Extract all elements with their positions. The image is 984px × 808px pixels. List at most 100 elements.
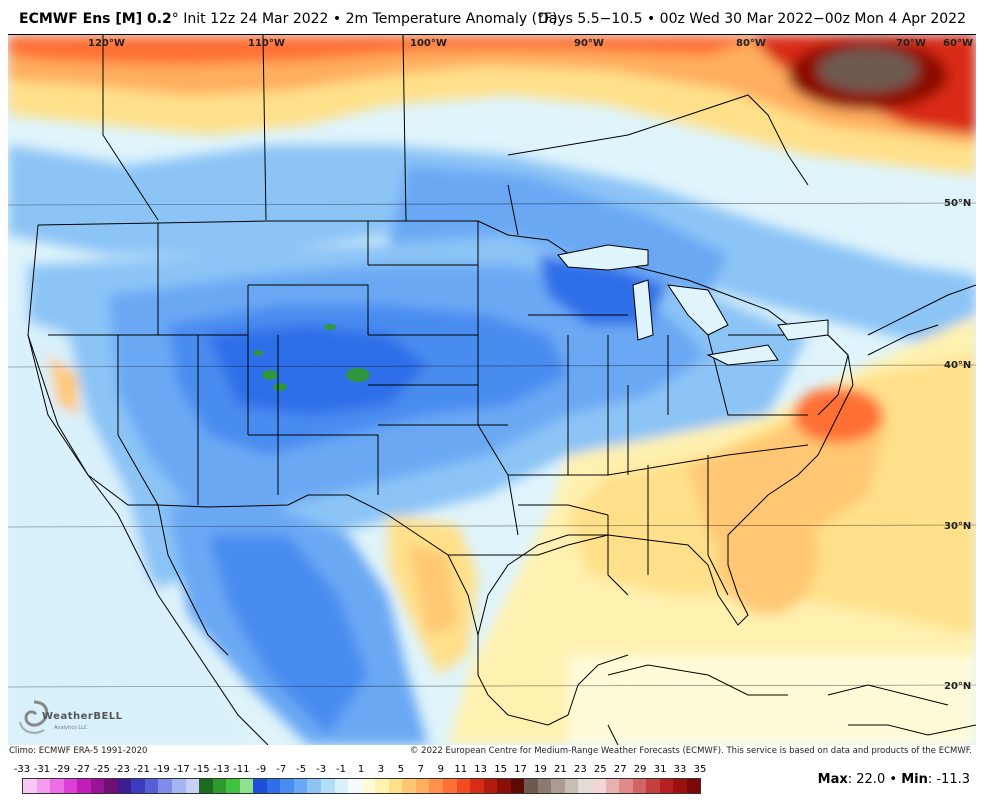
scale-swatch <box>104 779 118 793</box>
scale-swatch <box>510 779 525 793</box>
scale-swatch <box>415 779 430 793</box>
scale-tick-label: 23 <box>573 764 587 775</box>
scale-tick-label: -15 <box>193 764 210 775</box>
scale-swatch <box>334 779 349 793</box>
scale-tick-label: -3 <box>316 764 327 775</box>
lon-label: 120°W <box>88 38 125 49</box>
scale-swatch <box>429 779 443 793</box>
scale-swatch <box>50 779 64 793</box>
scale-tick-label: 13 <box>474 764 488 775</box>
weatherbell-logo: WeatherBELL Analytics LLC <box>14 698 122 738</box>
scale-swatch <box>375 779 389 793</box>
scale-tick-label: -1 <box>336 764 347 775</box>
scale-swatch <box>578 779 592 793</box>
scale-tick-label: -19 <box>153 764 170 775</box>
scale-tick-label: 29 <box>633 764 647 775</box>
scale-swatch <box>172 779 186 793</box>
lon-label: 70°W <box>896 38 926 49</box>
scale-swatch <box>199 779 213 793</box>
scale-tick-label: 19 <box>534 764 547 775</box>
scale-tick-label: 27 <box>613 764 627 775</box>
scale-tick-label: 31 <box>653 764 667 775</box>
scale-swatch <box>226 779 240 793</box>
scale-swatch <box>483 779 498 793</box>
scale-swatch <box>185 779 200 793</box>
scale-tick-label: -25 <box>93 764 110 775</box>
lon-label: 60°W <box>943 38 973 49</box>
scale-swatch <box>361 779 376 793</box>
scale-swatch <box>591 779 606 793</box>
scale-swatch <box>537 779 552 793</box>
copyright-note: © 2022 European Centre for Medium-Range … <box>409 746 972 756</box>
scale-swatch <box>131 779 145 793</box>
scale-swatch <box>158 779 173 793</box>
scale-swatch <box>524 779 538 793</box>
scale-swatch <box>686 779 701 793</box>
scale-swatch <box>63 779 78 793</box>
scale-bar <box>22 778 702 794</box>
scale-tick-label: -27 <box>73 764 90 775</box>
scale-swatch <box>551 779 565 793</box>
valid-period: Days 5.5−10.5 • 00z Wed 30 Mar 2022−00z … <box>537 11 966 27</box>
scale-swatch <box>90 779 105 793</box>
scale-swatch <box>470 779 484 793</box>
scale-tick-label: 35 <box>693 764 707 775</box>
scale-swatch <box>402 779 416 793</box>
lon-label: 100°W <box>410 38 447 49</box>
scale-tick-label: 11 <box>454 764 468 775</box>
scale-tick-label: -29 <box>53 764 71 775</box>
map-title: ECMWF Ens [M] 0.2° Init 12z 24 Mar 2022 … <box>19 11 558 27</box>
scale-tick-label: -23 <box>113 764 130 775</box>
scale-tick-label: -21 <box>133 764 150 775</box>
scale-swatch <box>456 779 471 793</box>
scale-tick-label: -17 <box>173 764 190 775</box>
color-scale: -33 -31 -29 -27 -25 -23 -21 -19 -17 -15 -13 -11 -9 -7… <box>14 764 707 796</box>
scale-tick-label: 1 <box>357 764 365 775</box>
scale-swatch <box>348 779 362 793</box>
lat-label: 50°N <box>944 198 972 209</box>
scale-tick-label: 25 <box>593 764 607 775</box>
lon-label: 90°W <box>574 38 604 49</box>
scale-swatch <box>253 779 267 793</box>
scale-swatch <box>619 779 633 793</box>
scale-swatch <box>307 779 322 793</box>
scale-swatch <box>36 779 51 793</box>
scale-tick-label: -9 <box>256 764 267 775</box>
scale-swatch <box>659 779 674 793</box>
max-min-stats: Max: 22.0 • Min: -11.3 <box>817 772 970 787</box>
scale-swatch <box>673 779 687 793</box>
scale-tick-label: 17 <box>514 764 527 775</box>
lat-label: 40°N <box>944 360 972 371</box>
scale-tick-label: 5 <box>397 764 405 775</box>
scale-swatch <box>212 779 227 793</box>
scale-swatch <box>280 779 294 793</box>
scale-tick-label: -7 <box>276 764 287 775</box>
lat-label: 20°N <box>944 681 972 692</box>
map-svg <box>8 35 976 745</box>
scale-swatch <box>239 779 254 793</box>
scale-swatch <box>117 779 132 793</box>
lat-label: 30°N <box>944 521 972 532</box>
header: ECMWF Ens [M] 0.2° Init 12z 24 Mar 2022 … <box>0 0 984 34</box>
scale-tick-label: 33 <box>673 764 687 775</box>
scale-swatch <box>321 779 335 793</box>
scale-swatch <box>605 779 620 793</box>
scale-tick-label: 9 <box>437 764 444 775</box>
scale-swatch <box>293 779 308 793</box>
scale-swatch <box>646 779 660 793</box>
scale-swatch <box>632 779 647 793</box>
swirl-icon <box>19 700 49 734</box>
scale-tick-label: 3 <box>377 764 385 775</box>
scale-tick-label: 7 <box>417 764 424 775</box>
cold-anomaly-patches <box>253 324 370 391</box>
scale-swatch <box>266 779 281 793</box>
scale-swatch <box>144 779 159 793</box>
scale-tick-label: -13 <box>213 764 230 775</box>
scale-swatch <box>388 779 403 793</box>
lon-label: 110°W <box>248 38 285 49</box>
scale-labels: -33 -31 -29 -27 -25 -23 -21 -19 -17 -15 -13 -11 -9 -7… <box>14 764 707 778</box>
scale-tick-label: -33 <box>13 764 31 775</box>
scale-swatch <box>442 779 457 793</box>
scale-swatch <box>23 779 37 793</box>
scale-swatch <box>497 779 511 793</box>
